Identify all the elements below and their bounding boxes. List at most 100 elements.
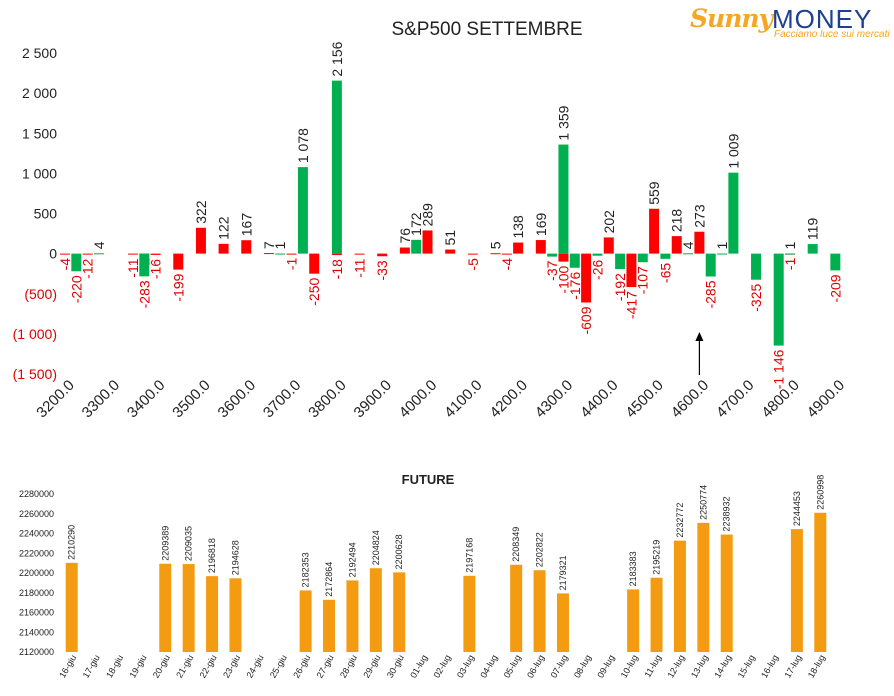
future-bar xyxy=(463,575,476,652)
bar xyxy=(241,240,252,254)
data-label: 172 xyxy=(408,212,424,236)
bar xyxy=(218,243,229,254)
data-label: 202 xyxy=(601,210,617,234)
data-label: -209 xyxy=(827,274,843,302)
chart-title: S&P500 SETTEMBRE xyxy=(391,19,582,40)
bar xyxy=(490,253,501,255)
y-tick-label: 500 xyxy=(34,206,58,222)
bar xyxy=(275,253,286,255)
bar xyxy=(354,253,365,255)
data-label: -1 xyxy=(782,257,798,270)
future-bar xyxy=(65,562,78,652)
bar xyxy=(513,242,524,254)
data-label: -65 xyxy=(657,263,673,283)
future-bar xyxy=(393,572,406,652)
bar xyxy=(637,253,648,263)
future-data-label: 2200628 xyxy=(394,534,404,569)
future-data-label: 2179321 xyxy=(558,555,568,590)
bar xyxy=(649,208,660,254)
future-y-tick-label: 2160000 xyxy=(19,608,54,618)
data-label: -1 146 xyxy=(771,349,787,389)
data-label: 1 xyxy=(272,242,288,250)
future-x-tick-label: 06-lug xyxy=(525,653,546,680)
data-label: -1 xyxy=(284,257,300,270)
bar xyxy=(60,253,70,255)
y-tick-label: 1 500 xyxy=(22,125,57,141)
future-data-label: 2238932 xyxy=(722,497,732,532)
x-tick-label: 3700.0 xyxy=(260,377,304,421)
future-data-label: 2209389 xyxy=(160,526,170,561)
data-label: -199 xyxy=(170,273,186,301)
future-data-label: 2208349 xyxy=(511,527,521,562)
data-label: 2 156 xyxy=(329,41,345,76)
bar xyxy=(535,240,546,254)
future-data-label: 2210290 xyxy=(67,525,77,560)
data-label: -417 xyxy=(623,291,639,319)
future-bar xyxy=(206,576,219,652)
logo-brand: Sunny xyxy=(690,4,773,33)
bar xyxy=(785,253,796,255)
y-tick-label: (1 000) xyxy=(13,326,57,342)
data-label: -4 xyxy=(499,258,515,271)
future-y-tick-label: 2280000 xyxy=(19,489,54,499)
future-x-tick-label: 05-lug xyxy=(502,653,523,680)
y-tick-label: (1 500) xyxy=(13,366,57,382)
x-tick-label: 4500.0 xyxy=(622,377,666,421)
y-tick-label: 2 000 xyxy=(22,85,57,101)
data-label: -37 xyxy=(544,260,560,280)
data-label: -26 xyxy=(589,259,605,279)
future-x-tick-label: 21-giu xyxy=(174,653,195,680)
bar xyxy=(807,244,818,254)
data-label: -283 xyxy=(136,280,152,308)
future-x-tick-label: 08-lug xyxy=(572,653,593,680)
data-label: -11 xyxy=(125,258,141,277)
bar xyxy=(671,236,682,254)
future-data-label: 2204824 xyxy=(371,530,381,565)
bar xyxy=(751,253,762,280)
bar xyxy=(309,253,320,274)
bar xyxy=(558,253,569,262)
data-label: 167 xyxy=(238,213,254,237)
future-x-tick-label: 24-giu xyxy=(244,653,265,680)
bar xyxy=(286,253,297,255)
data-label: 1 xyxy=(782,242,798,250)
future-bar xyxy=(299,590,312,652)
future-bar xyxy=(533,570,546,652)
data-label: 7 xyxy=(261,241,277,249)
future-data-label: 2260998 xyxy=(815,475,825,510)
x-tick-label: 4900.0 xyxy=(804,377,848,421)
bar xyxy=(569,253,580,268)
future-bar xyxy=(790,529,803,652)
future-x-tick-label: 30-giu xyxy=(385,653,406,680)
future-data-label: 2197168 xyxy=(464,538,474,573)
data-label: -250 xyxy=(306,277,322,305)
future-bar xyxy=(556,593,569,652)
bar xyxy=(399,247,410,254)
data-label: -5 xyxy=(465,258,481,271)
bar xyxy=(547,253,558,257)
bar xyxy=(694,231,705,254)
data-label: 51 xyxy=(442,230,458,246)
future-bar xyxy=(182,564,195,652)
future-x-tick-label: 19-giu xyxy=(127,653,148,680)
bar xyxy=(195,227,206,254)
bar xyxy=(603,237,614,254)
data-label: 1 xyxy=(714,242,730,250)
x-tick-label: 4400.0 xyxy=(577,377,621,421)
bar xyxy=(773,253,784,346)
x-tick-label: 3900.0 xyxy=(351,377,395,421)
future-data-label: 2196818 xyxy=(207,538,217,573)
future-bar xyxy=(650,577,663,652)
data-label: 1 359 xyxy=(555,105,571,140)
bar xyxy=(626,253,637,288)
future-x-tick-label: 25-giu xyxy=(268,653,289,680)
x-tick-label: 4300.0 xyxy=(532,377,576,421)
bar xyxy=(422,230,433,254)
future-bar xyxy=(346,580,359,652)
bar xyxy=(558,144,569,254)
bar xyxy=(501,253,512,255)
future-x-tick-label: 07-lug xyxy=(549,653,570,680)
future-x-tick-label: 26-giu xyxy=(291,653,312,680)
data-label: 5 xyxy=(487,241,503,249)
